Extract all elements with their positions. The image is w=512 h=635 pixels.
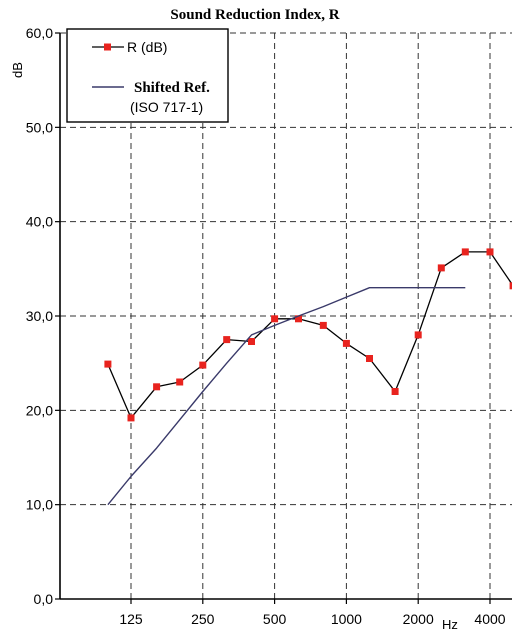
y-tick-label: 20,0 — [26, 402, 53, 418]
r-data-point — [509, 282, 512, 290]
r-data-point — [127, 414, 135, 422]
x-tick-label: 2000 — [403, 611, 434, 627]
series — [104, 248, 512, 506]
legend-r-label: R (dB) — [127, 39, 167, 55]
legend-ref-label-line2: (ISO 717-1) — [130, 99, 203, 115]
r-data-point — [461, 248, 469, 256]
y-tick-label: 0,0 — [34, 591, 54, 607]
x-tick-label: 1000 — [331, 611, 362, 627]
r-data-point — [199, 361, 207, 369]
r-data-point — [391, 388, 399, 395]
legend-box — [66, 28, 229, 123]
r-data-point — [248, 338, 255, 345]
x-tick-label: 4000 — [474, 611, 505, 627]
legend-r-marker — [104, 43, 111, 51]
r-data-point — [486, 248, 494, 256]
y-tick-label: 10,0 — [26, 497, 53, 513]
x-tick-label: 500 — [263, 611, 287, 627]
r-data-point — [437, 264, 445, 272]
r-data-point — [153, 383, 161, 391]
r-data-point — [271, 315, 279, 323]
r-data-point — [414, 331, 422, 339]
y-tick-label: 30,0 — [26, 308, 53, 324]
grid — [55, 32, 512, 604]
x-tick-labels: 125 250 500 1000 2000 4000 — [119, 611, 505, 627]
axes — [59, 33, 512, 600]
legend-ref-label-line1: Shifted Ref. — [134, 80, 210, 96]
y-tick-labels: 0,0 10,0 20,0 30,0 40,0 50,0 60,0 — [26, 25, 53, 607]
r-data-point — [176, 378, 184, 386]
chart-title: Sound Reduction Index, R — [170, 7, 339, 23]
r-series-line — [107, 251, 512, 419]
x-axis-label: Hz — [442, 617, 458, 632]
r-data-point — [342, 339, 350, 347]
x-tick-label: 250 — [191, 611, 215, 627]
r-data-point — [295, 315, 302, 323]
r-data-point — [104, 360, 112, 368]
r-data-point — [366, 355, 373, 362]
y-tick-label: 60,0 — [26, 25, 53, 41]
legend: R (dB) Shifted Ref. (ISO 717-1) — [66, 28, 229, 123]
y-tick-label: 50,0 — [26, 119, 53, 135]
ref-series-line — [107, 287, 466, 506]
y-axis-label: dB — [10, 62, 25, 78]
x-tick-label: 125 — [119, 611, 143, 627]
r-data-point — [223, 336, 231, 344]
r-data-point — [319, 321, 327, 329]
y-tick-label: 40,0 — [26, 214, 53, 230]
